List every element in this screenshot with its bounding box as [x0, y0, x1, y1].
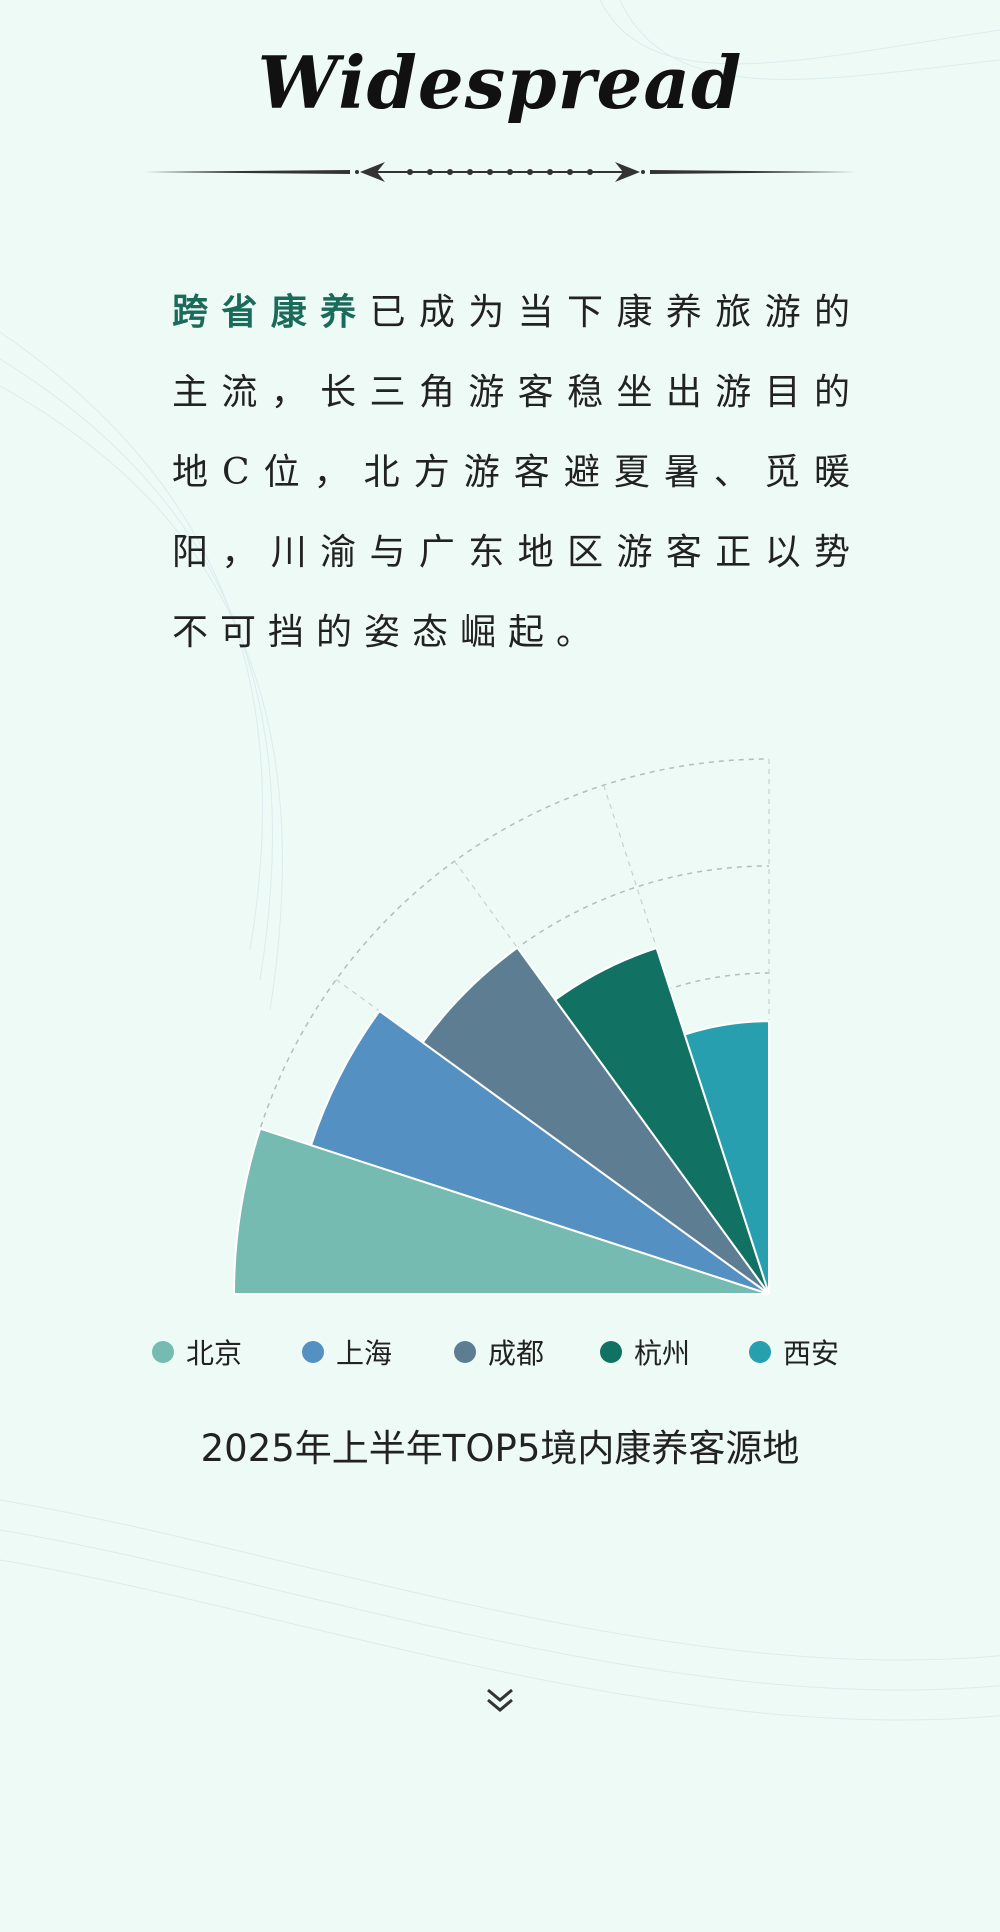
intro-paragraph: 跨省康养已成为当下康养旅游的主流，长三角游客稳坐出游目的地C位，北方游客避夏暑、…	[172, 272, 862, 673]
legend-item-hangzhou[interactable]: 杭州	[600, 1332, 690, 1372]
page-title: Widespread	[257, 40, 743, 125]
legend-dot	[302, 1341, 324, 1363]
legend-dot	[454, 1341, 476, 1363]
paragraph-text: 已成为当下康养旅游的主流，长三角游客稳坐出游目的地C位，北方游客避夏暑、觅暖阳，…	[172, 292, 862, 653]
legend-label: 杭州	[634, 1337, 691, 1370]
legend-label: 上海	[336, 1337, 393, 1370]
legend-item-shanghai[interactable]: 上海	[302, 1332, 392, 1372]
legend-item-beijing[interactable]: 北京	[152, 1332, 242, 1372]
chart-title: 2025年上半年TOP5境内康养客源地	[200, 1427, 800, 1470]
legend-label: 北京	[186, 1337, 243, 1370]
legend-item-chengdu[interactable]: 成都	[454, 1332, 544, 1372]
legend-label: 西安	[783, 1337, 840, 1370]
legend-item-xian[interactable]: 西安	[749, 1332, 839, 1372]
sector-4[interactable]	[553, 946, 770, 1295]
sector-1[interactable]	[232, 1127, 770, 1295]
legend-dot	[600, 1341, 622, 1363]
legend-dot	[152, 1341, 174, 1363]
highlight-text: 跨省康养	[172, 291, 370, 333]
sector-3[interactable]	[421, 946, 770, 1295]
legend-label: 成都	[488, 1337, 545, 1370]
grid-arc	[233, 758, 770, 1295]
sector-2[interactable]	[309, 1009, 770, 1295]
ornamental-divider	[145, 162, 855, 182]
chart-legend: 北京 上海 成都 杭州 西安	[0, 1332, 1000, 1372]
double-chevron-down-icon[interactable]	[484, 1686, 516, 1716]
sector-5[interactable]	[683, 1020, 770, 1295]
legend-dot	[749, 1341, 771, 1363]
